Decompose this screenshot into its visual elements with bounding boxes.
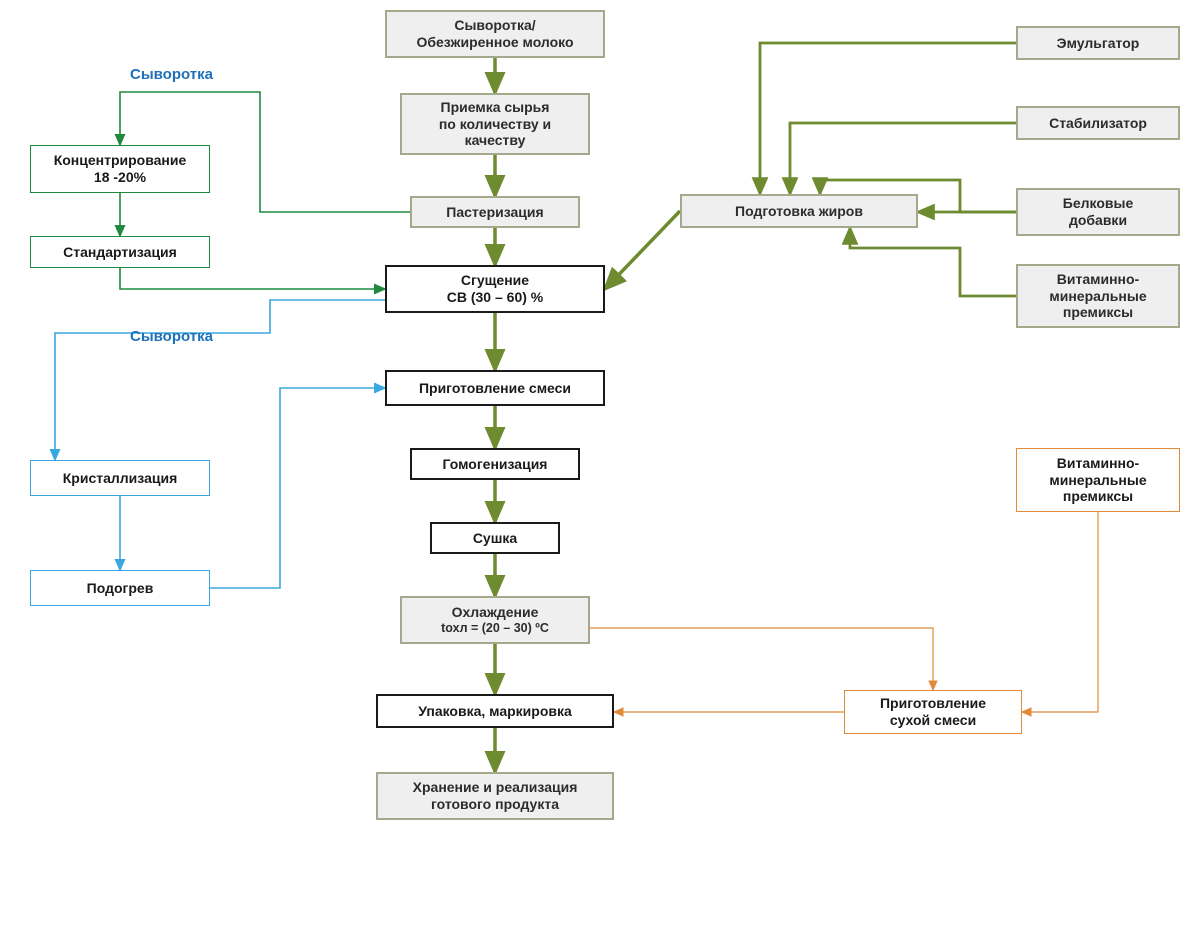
node-text: Сушка <box>473 530 517 547</box>
node-text: Приемка сырьяпо количеству икачеству <box>439 99 551 149</box>
node-pasteurization: Пастеризация <box>410 196 580 228</box>
node-text: Подогрев <box>87 580 154 597</box>
node-raw: Сыворотка/Обезжиренное молоко <box>385 10 605 58</box>
node-text: Витаминно-минеральныепремиксы <box>1049 271 1146 321</box>
node-fat-preparation: Подготовка жиров <box>680 194 918 228</box>
node-cooling: Охлаждение tохл = (20 – 30) ºС <box>400 596 590 644</box>
node-text: Упаковка, маркировка <box>418 703 572 720</box>
node-mix-preparation: Приготовление смеси <box>385 370 605 406</box>
node-text: Стандартизация <box>63 244 177 261</box>
node-emulsifier: Эмульгатор <box>1016 26 1180 60</box>
node-heating: Подогрев <box>30 570 210 606</box>
node-storage: Хранение и реализацияготового продукта <box>376 772 614 820</box>
node-text: Приготовление смеси <box>419 380 571 397</box>
node-text: Кристаллизация <box>63 470 177 487</box>
node-subtext: tохл = (20 – 30) ºС <box>441 621 549 636</box>
node-text: Хранение и реализацияготового продукта <box>413 779 578 813</box>
node-vitamin-premix-bottom: Витаминно-минеральныепремиксы <box>1016 448 1180 512</box>
node-vitamin-premix-top: Витаминно-минеральныепремиксы <box>1016 264 1180 328</box>
node-text: Гомогенизация <box>443 456 548 473</box>
node-text: Витаминно-минеральныепремиксы <box>1049 455 1146 505</box>
node-packing: Упаковка, маркировка <box>376 694 614 728</box>
edge <box>790 123 1016 194</box>
node-text: Охлаждение <box>452 604 539 621</box>
node-drying: Сушка <box>430 522 560 554</box>
node-standardization: Стандартизация <box>30 236 210 268</box>
edge <box>210 388 385 588</box>
edge <box>1022 512 1098 712</box>
node-text: Подготовка жиров <box>735 203 863 220</box>
edge <box>590 628 933 690</box>
edge <box>760 43 1016 194</box>
node-text: Стабилизатор <box>1049 115 1147 132</box>
node-crystallization: Кристаллизация <box>30 460 210 496</box>
node-condensation: СгущениеСВ (30 – 60) % <box>385 265 605 313</box>
flowchart-canvas: Сыворотка Сыворотка Сыворотка/Обезжиренн… <box>0 0 1200 926</box>
node-protein-additives: Белковыедобавки <box>1016 188 1180 236</box>
node-text: СгущениеСВ (30 – 60) % <box>447 272 543 306</box>
edge <box>605 211 680 289</box>
node-concentration: Концентрирование18 -20% <box>30 145 210 193</box>
edge <box>850 228 1016 296</box>
node-text: Пастеризация <box>446 204 543 221</box>
label-whey-top: Сыворотка <box>130 66 213 83</box>
node-text: Приготовлениесухой смеси <box>880 695 986 729</box>
node-homogenization: Гомогенизация <box>410 448 580 480</box>
edge <box>120 268 385 289</box>
node-text: Эмульгатор <box>1057 35 1140 52</box>
node-stabilizer: Стабилизатор <box>1016 106 1180 140</box>
node-intake: Приемка сырьяпо количеству икачеству <box>400 93 590 155</box>
node-text: Сыворотка/Обезжиренное молоко <box>416 17 573 51</box>
label-whey-mid: Сыворотка <box>130 328 213 345</box>
node-text: Белковыедобавки <box>1063 195 1133 229</box>
edge <box>55 300 385 460</box>
node-dry-mix-preparation: Приготовлениесухой смеси <box>844 690 1022 734</box>
node-text: Концентрирование18 -20% <box>54 152 187 186</box>
